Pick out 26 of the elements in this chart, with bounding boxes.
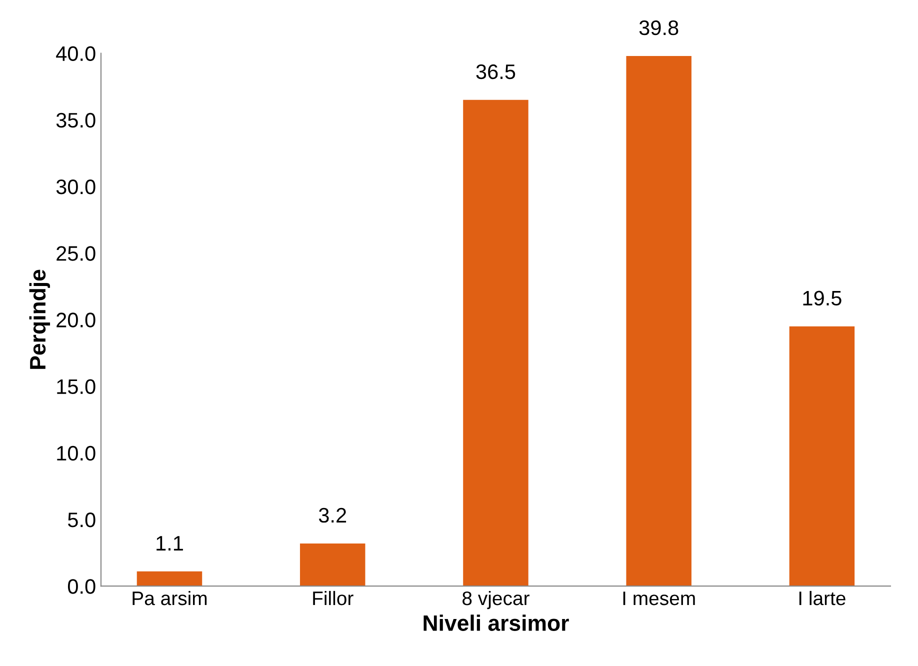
x-tick-label: Pa arsim [132, 590, 207, 606]
bar [300, 543, 366, 586]
x-tick-label: I larte [799, 590, 846, 606]
y-tick-label: 30.0 [56, 179, 96, 194]
bar [626, 56, 692, 586]
data-label: 3.2 [318, 508, 346, 523]
y-tick-label: 5.0 [68, 512, 96, 528]
y-tick-label: 0.0 [68, 579, 96, 594]
y-axis-title: Perqindje [29, 270, 50, 369]
bar [789, 326, 855, 586]
x-tick-label: Fillor [313, 590, 354, 606]
y-tick-label: 15.0 [57, 379, 96, 394]
y-tick-label: 10.0 [57, 446, 96, 461]
y-tick-label: 40.0 [56, 46, 96, 62]
data-label: 19.5 [803, 290, 842, 306]
bar [463, 100, 528, 586]
x-tick-label: 8 vjecar [462, 590, 530, 610]
y-tick-label: 20.0 [56, 312, 96, 328]
data-label: 1.1 [156, 536, 183, 550]
y-tick-label: 25.0 [56, 246, 96, 261]
bar [136, 571, 202, 586]
data-label: 39.8 [639, 20, 678, 36]
x-axis-title: Niveli arsimor [424, 614, 569, 631]
y-tick-label: 35.0 [56, 112, 96, 128]
data-label: 36.5 [476, 64, 516, 80]
x-tick-label: I mesem [623, 592, 695, 606]
